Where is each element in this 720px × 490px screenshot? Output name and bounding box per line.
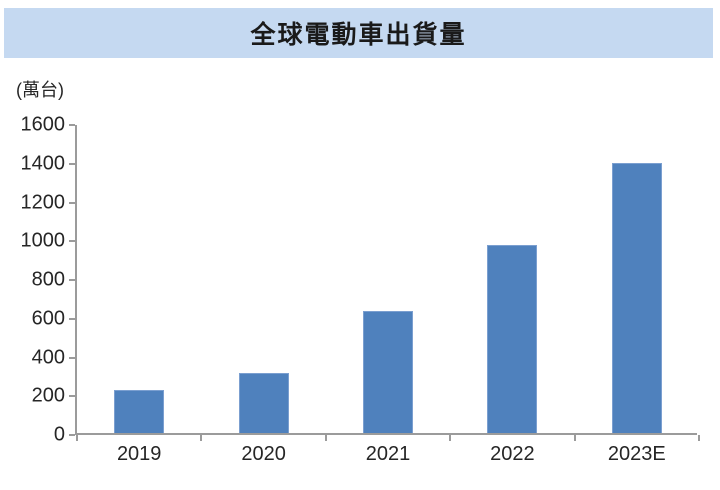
x-tick-mark bbox=[324, 435, 327, 441]
y-tick-mark bbox=[69, 356, 75, 359]
y-tick-mark bbox=[69, 162, 75, 165]
y-tick-label: 1000 bbox=[20, 229, 66, 252]
y-tick-mark bbox=[69, 201, 75, 204]
y-axis-unit-label: (萬台) bbox=[16, 80, 64, 100]
x-tick-mark bbox=[200, 435, 203, 441]
bar-2023E bbox=[611, 162, 662, 433]
x-category-label: 2022 bbox=[490, 443, 535, 465]
x-category-label: 2021 bbox=[365, 443, 411, 465]
x-tick-mark bbox=[698, 435, 700, 441]
plot-area: 0 200 400 600 800 1000 1200 1400 1600 2019 2020 20… bbox=[21, 114, 700, 465]
y-tick-label: 1200 bbox=[20, 191, 66, 213]
y-tick-label: 600 bbox=[31, 307, 65, 330]
y-tick-mark bbox=[69, 317, 75, 320]
y-tick-label: 200 bbox=[31, 384, 65, 407]
y-tick-label: 0 bbox=[53, 423, 65, 446]
y-tick-mark bbox=[69, 124, 75, 126]
x-tick-mark bbox=[76, 435, 78, 441]
y-tick-label: 1600 bbox=[20, 113, 66, 136]
bar-2022 bbox=[487, 245, 538, 433]
y-tick-label: 800 bbox=[31, 268, 65, 291]
y-tick-label: 400 bbox=[31, 346, 65, 368]
x-category-label: 2019 bbox=[116, 443, 162, 465]
bar-2020 bbox=[238, 372, 289, 433]
y-tick-label: 1400 bbox=[20, 152, 66, 175]
chart-title: 全球電動車出貨量 bbox=[250, 21, 467, 49]
x-category-label: 2020 bbox=[241, 443, 286, 465]
chart-title-banner: 全球電動車出貨量 bbox=[4, 8, 713, 58]
y-tick-mark bbox=[69, 434, 75, 436]
bar-2019 bbox=[114, 390, 165, 433]
x-category-label: 2023E bbox=[607, 443, 666, 465]
bar-2021 bbox=[363, 310, 413, 433]
y-tick-mark bbox=[69, 279, 75, 281]
y-tick-mark bbox=[69, 395, 75, 398]
x-tick-mark bbox=[449, 435, 452, 441]
x-tick-mark bbox=[573, 435, 576, 441]
y-tick-mark bbox=[69, 240, 75, 243]
